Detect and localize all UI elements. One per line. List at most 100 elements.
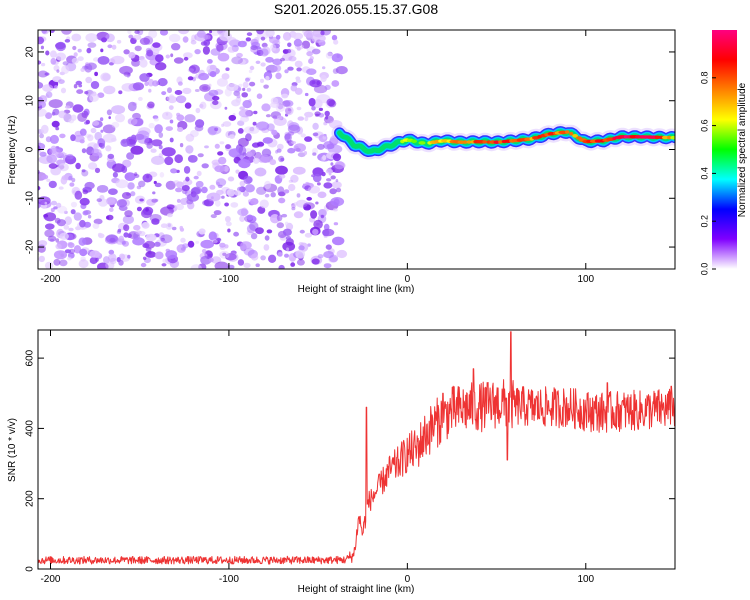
noise-blob — [115, 179, 129, 189]
noise-blob — [51, 111, 56, 116]
noise-blob — [183, 166, 191, 174]
noise-blob — [209, 64, 217, 70]
noise-blob — [169, 94, 175, 100]
noise-blob — [58, 110, 67, 119]
y-tick-label: 0 — [25, 566, 36, 572]
noise-blob — [280, 157, 285, 162]
noise-blob — [287, 42, 292, 48]
snr-x-ticks: -200 -100 0 100 — [40, 330, 595, 585]
noise-blob — [330, 162, 334, 166]
noise-blob — [38, 82, 44, 89]
snr-series-line — [38, 331, 675, 565]
noise-blob — [161, 263, 167, 267]
noise-blob — [282, 100, 294, 107]
noise-blob — [84, 63, 93, 73]
noise-blob — [311, 33, 326, 43]
noise-blob — [241, 92, 248, 98]
noise-blob — [293, 202, 298, 206]
noise-blob — [204, 145, 209, 149]
noise-blob — [165, 250, 178, 259]
noise-blob — [331, 80, 340, 87]
noise-blob — [295, 249, 306, 259]
noise-blob — [282, 228, 292, 236]
noise-blob — [133, 34, 142, 40]
noise-blob — [323, 141, 334, 150]
noise-blob — [68, 227, 74, 232]
noise-blob — [293, 143, 306, 153]
noise-blob — [231, 56, 243, 65]
noise-blob — [275, 72, 282, 80]
noise-blob — [284, 221, 289, 226]
noise-blob — [255, 60, 261, 64]
noise-blob — [170, 168, 178, 174]
noise-blob — [67, 256, 72, 261]
noise-blob — [242, 191, 249, 197]
noise-blob — [218, 30, 223, 34]
noise-blob — [228, 114, 237, 121]
y-tick-label: 200 — [25, 490, 36, 507]
ridge-core — [498, 140, 503, 144]
noise-blob — [282, 241, 296, 252]
noise-blob — [44, 229, 55, 238]
noise-blob — [187, 240, 195, 248]
noise-blob — [62, 61, 69, 66]
noise-blob — [121, 192, 132, 199]
noise-blob — [71, 33, 82, 42]
noise-blob — [225, 216, 231, 223]
noise-blob — [245, 37, 252, 42]
noise-blob — [295, 79, 302, 83]
noise-blob — [161, 91, 167, 96]
noise-blob — [134, 117, 144, 127]
noise-blob — [169, 137, 174, 143]
noise-blob — [296, 259, 305, 266]
noise-blob — [173, 57, 184, 64]
snr-panel: -200 -100 0 100 0 200 400 600 Height of straig… — [7, 329, 676, 595]
ridge-core — [462, 140, 468, 144]
noise-blob — [324, 110, 330, 117]
noise-blob — [211, 239, 218, 244]
noise-blob — [237, 259, 245, 266]
noise-blob — [227, 228, 231, 233]
noise-blob — [214, 127, 219, 131]
noise-blob — [100, 129, 104, 133]
noise-blob — [259, 199, 269, 209]
noise-blob — [89, 256, 98, 265]
noise-blob — [318, 107, 323, 111]
noise-blob — [182, 36, 189, 43]
noise-blob — [80, 67, 85, 72]
noise-blob — [325, 116, 329, 120]
noise-blob — [317, 191, 327, 199]
noise-blob — [137, 135, 150, 144]
noise-blob — [215, 178, 227, 187]
noise-blob — [227, 46, 237, 53]
noise-blob — [96, 198, 103, 203]
noise-blob — [208, 89, 219, 97]
noise-blob — [84, 181, 95, 190]
noise-blob — [279, 174, 286, 179]
noise-blob — [261, 103, 271, 112]
ridge-core — [565, 130, 570, 134]
noise-blob — [60, 176, 68, 185]
noise-blob — [291, 206, 296, 211]
noise-blob — [158, 132, 164, 139]
noise-blob — [93, 143, 100, 149]
noise-blob — [73, 52, 78, 57]
noise-blob — [165, 180, 176, 190]
noise-blob — [147, 101, 155, 109]
noise-blob — [134, 172, 138, 177]
noise-blob — [75, 80, 83, 86]
noise-blob — [142, 173, 153, 183]
noise-blob — [39, 133, 44, 139]
noise-blob — [261, 154, 270, 164]
noise-blob — [77, 56, 84, 62]
noise-blob — [176, 198, 181, 203]
noise-blob — [242, 87, 246, 92]
noise-blob — [64, 216, 72, 226]
noise-blob — [79, 139, 85, 144]
noise-blob — [290, 174, 299, 183]
noise-blob — [334, 161, 345, 170]
ridge-core — [654, 135, 661, 140]
noise-blob — [325, 168, 333, 174]
noise-blob — [33, 186, 36, 189]
